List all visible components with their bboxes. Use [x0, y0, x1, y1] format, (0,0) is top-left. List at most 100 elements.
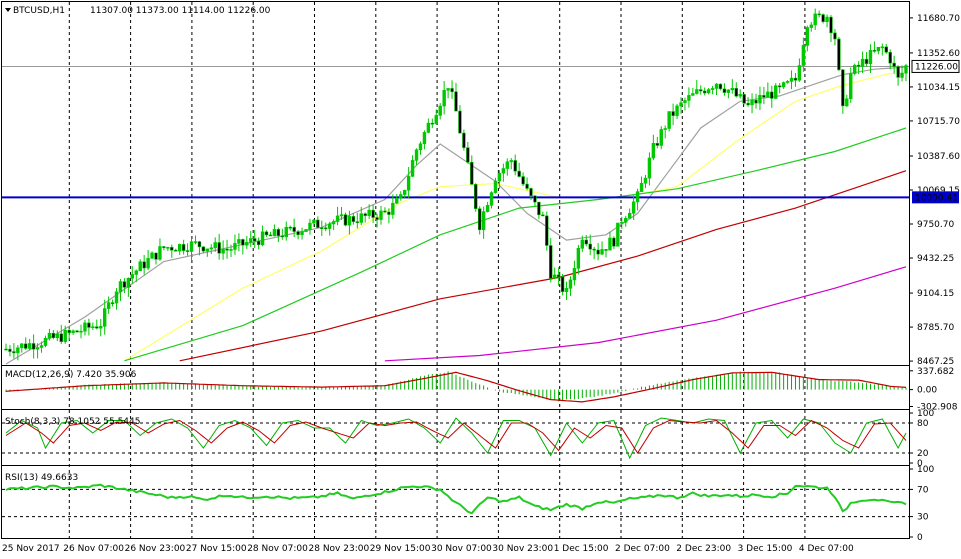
candle-body [418, 143, 423, 151]
candle-body [888, 52, 892, 64]
candle-body [568, 279, 573, 289]
stoch-main-line [5, 417, 907, 460]
support-level-label: 10000.41 [915, 193, 958, 203]
time-tick-label: 2 Dec 23:00 [676, 544, 731, 554]
current-price-label: 11226.00 [915, 62, 958, 72]
candle-body [351, 216, 356, 222]
candle-body [620, 221, 624, 224]
candle-body [643, 177, 648, 184]
candle-body [158, 246, 162, 260]
candle-body [170, 247, 174, 251]
candle-body [83, 322, 87, 332]
candle-body [292, 227, 296, 232]
time-tick-label: 4 Dec 07:00 [799, 544, 854, 554]
candle-body [438, 105, 442, 116]
candle-body [766, 91, 770, 98]
candle-body [505, 161, 510, 169]
candle-body [320, 227, 324, 229]
time-tick-label: 28 Nov 23:00 [309, 544, 370, 554]
time-tick-label: 1 Dec 15:00 [554, 544, 609, 554]
candle-body [770, 91, 774, 99]
moving-averages [5, 66, 907, 365]
candle-body [900, 72, 904, 78]
time-tick-label: 26 Nov 07:00 [63, 544, 124, 554]
candle-body [493, 180, 498, 193]
price-tick-label: 10387.60 [917, 152, 960, 162]
candle-body [300, 231, 304, 236]
candle-body [71, 330, 75, 334]
symbol-timeframe: BTCUSD,H1 [13, 6, 65, 16]
candle-body [845, 98, 849, 107]
price-tick-label: 9432.25 [917, 254, 954, 264]
candle-body [355, 221, 360, 223]
candle-body [596, 249, 600, 255]
candle-body [746, 103, 750, 106]
candle-body [726, 89, 731, 93]
moving-average-line [124, 72, 906, 362]
candle-body [142, 261, 146, 269]
candle-body [817, 13, 821, 16]
candle-body [564, 288, 569, 292]
collapse-triangle-icon[interactable] [5, 8, 11, 12]
price-tick-label: 11034.15 [917, 83, 960, 93]
candle-body [671, 111, 675, 116]
candle-body [16, 347, 20, 354]
candle-body [702, 90, 707, 94]
candle-body [477, 208, 482, 231]
candle-body [316, 219, 320, 228]
candle-body [276, 229, 281, 237]
candle-body [166, 247, 170, 249]
candle-body [635, 191, 640, 203]
candle-body [813, 13, 817, 26]
candle-body [229, 249, 233, 251]
indicator-tick-label: 100 [917, 465, 934, 475]
candle-body [774, 85, 778, 99]
price-axis: 11680.70 11352.60 11034.15 10715.70 10387.60… [909, 14, 960, 367]
price-tick-label: 9104.15 [917, 289, 954, 299]
time-tick-label: 2 Dec 07:00 [615, 544, 670, 554]
candle-body [604, 249, 608, 251]
candle-body [280, 235, 285, 238]
candle-body [545, 215, 549, 246]
candle-body [20, 343, 24, 349]
candle-body [174, 249, 178, 252]
candle-body [288, 226, 292, 229]
candle-body [762, 95, 766, 98]
moving-average-line [179, 170, 907, 362]
vertical-grid [68, 2, 806, 538]
indicator-tick-label: 0 [917, 459, 923, 469]
stochastic-indicator [2, 417, 909, 460]
candle-body [331, 221, 336, 225]
indicator-tick-label: 70 [917, 485, 929, 495]
candle-body [122, 281, 127, 288]
candle-body [651, 143, 656, 159]
candle-body [102, 308, 107, 327]
candle-body [750, 99, 754, 106]
candle-body [695, 89, 699, 94]
candle-body [430, 122, 435, 125]
price-panel-frame [1, 1, 910, 366]
candle-body [221, 248, 225, 254]
candle-body [616, 222, 620, 247]
candle-body [59, 333, 63, 342]
candle-body [710, 88, 715, 90]
candle-body [31, 343, 36, 350]
support-level-tag [912, 191, 959, 204]
stoch-title: Stoch(8,3,3) 78.1052 55.5445 [5, 417, 140, 427]
candle-body [43, 338, 48, 346]
candle-body [24, 343, 28, 349]
candle-body [489, 192, 494, 206]
candle-body [91, 326, 95, 329]
candle-body [624, 217, 628, 223]
candle-body [110, 302, 115, 304]
candle-body [837, 38, 841, 71]
candle-body [35, 347, 40, 350]
candle-body [363, 213, 367, 216]
candle-body [446, 88, 450, 91]
candle-body [525, 183, 529, 189]
time-tick-label: 28 Nov 07:00 [247, 544, 308, 554]
moving-average-line [124, 127, 907, 362]
candle-body [592, 248, 596, 251]
candle-body [738, 94, 742, 97]
